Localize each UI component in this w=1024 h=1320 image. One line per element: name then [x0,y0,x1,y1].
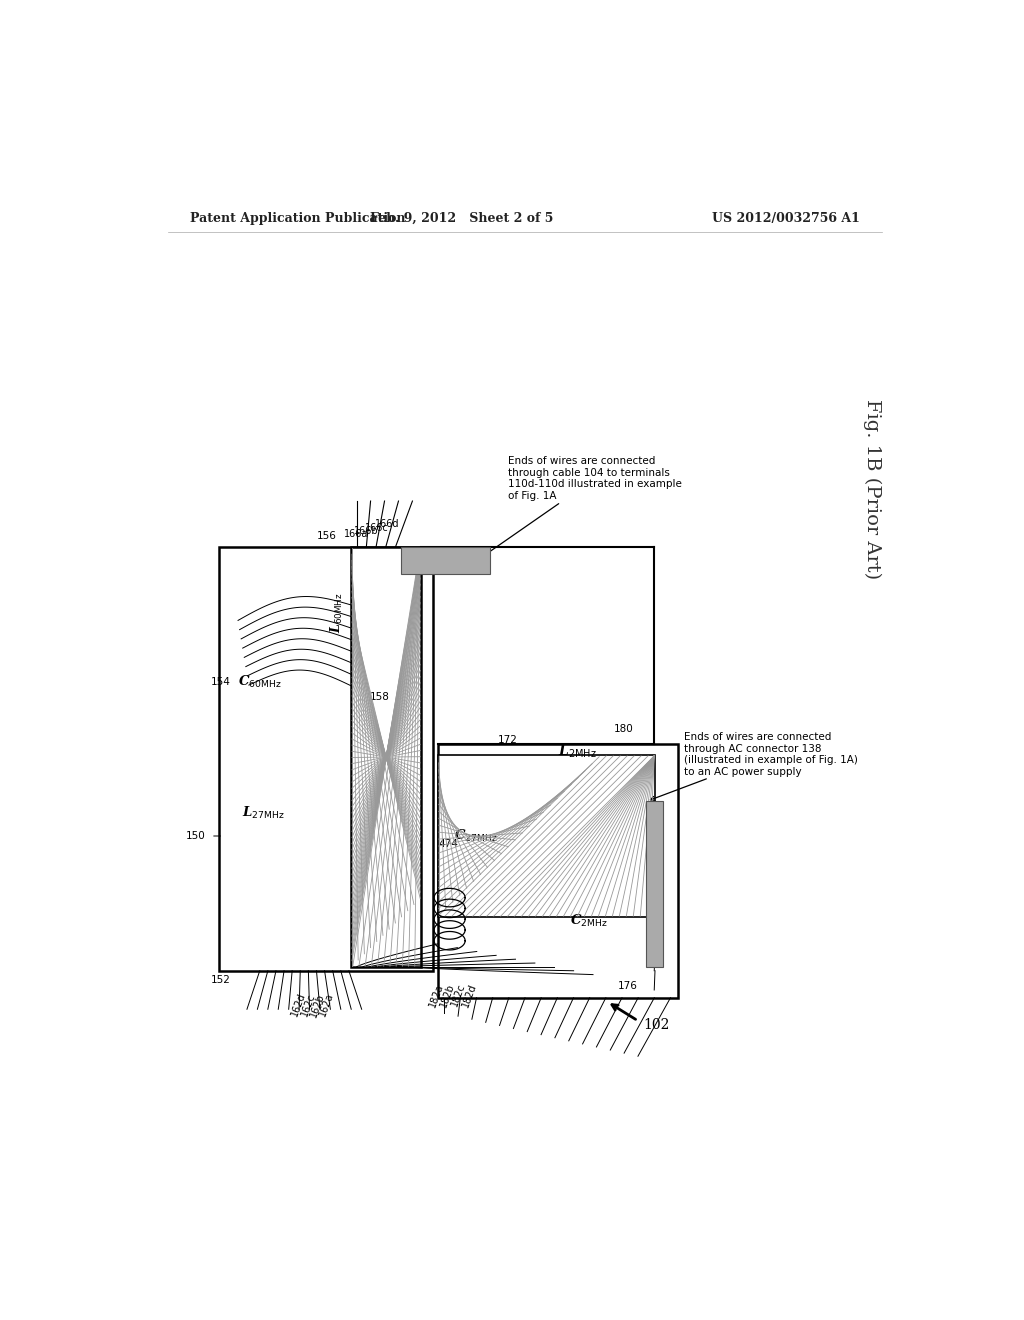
Text: C$_{\sf 27MHz}$: C$_{\sf 27MHz}$ [454,828,498,843]
Text: 172: 172 [498,735,518,744]
Text: 166b: 166b [354,525,379,536]
Text: 166c: 166c [365,523,389,533]
Text: 156: 156 [317,531,337,541]
Text: 154: 154 [210,677,230,686]
Text: L$_{\sf 60MHz}$: L$_{\sf 60MHz}$ [329,593,345,634]
Bar [351,548,421,966]
Bar [400,548,489,574]
Text: 162c: 162c [299,991,316,1018]
Text: 152: 152 [211,975,231,985]
Text: 162d: 162d [290,991,307,1018]
Text: Ends of wires are connected
through cable 104 to terminals
110d-110d illustrated: Ends of wires are connected through cabl… [466,457,682,568]
Text: US 2012/0032756 A1: US 2012/0032756 A1 [713,213,860,224]
Text: 474: 474 [439,838,459,849]
Text: C$_{\sf 60MHz}$: C$_{\sf 60MHz}$ [238,675,282,690]
Bar [438,743,678,998]
Text: 182c: 182c [450,982,467,1008]
Text: 162a: 162a [317,991,335,1018]
Text: C$_{\sf 2MHz}$: C$_{\sf 2MHz}$ [570,912,608,929]
Text: 166d: 166d [375,519,399,529]
Text: Fig. 1B (Prior Art): Fig. 1B (Prior Art) [863,400,881,579]
Text: Feb. 9, 2012   Sheet 2 of 5: Feb. 9, 2012 Sheet 2 of 5 [370,213,553,224]
Text: 180: 180 [614,725,634,734]
Bar [219,548,432,970]
Text: L$_{\sf 27MHz}$: L$_{\sf 27MHz}$ [242,805,285,821]
Bar [438,755,655,917]
Text: 182b: 182b [438,982,457,1008]
Text: 102: 102 [643,1018,670,1032]
Text: 182a: 182a [428,982,445,1008]
Bar [646,801,663,966]
Text: Patent Application Publication: Patent Application Publication [190,213,406,224]
Text: 162b: 162b [308,991,326,1018]
Text: 178: 178 [651,818,662,838]
Text: L$_{\sf 2MHz}$: L$_{\sf 2MHz}$ [558,743,597,760]
Text: 150: 150 [185,832,206,841]
Text: 166a: 166a [344,529,369,539]
Text: Ends of wires are connected
through AC connector 138
(illustrated in example of : Ends of wires are connected through AC c… [650,733,858,800]
Text: 176: 176 [617,981,638,991]
Text: 182d: 182d [460,982,478,1008]
Text: 158: 158 [370,693,390,702]
